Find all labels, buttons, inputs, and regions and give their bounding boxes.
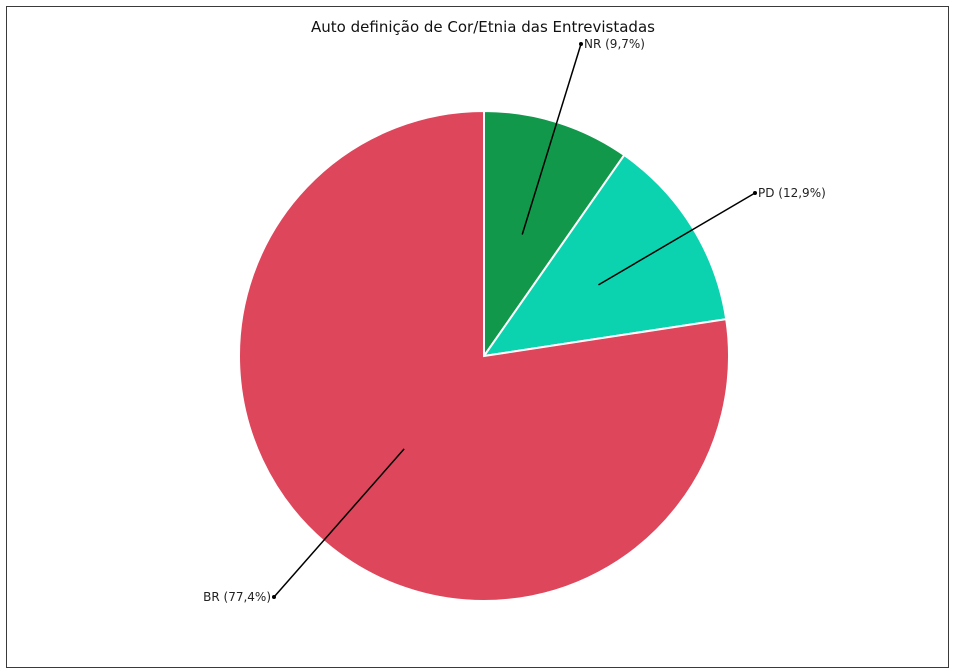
- pie-slices: [238, 109, 730, 602]
- leader-line-br: [273, 448, 405, 598]
- chart-title: Auto definição de Cor/Etnia das Entrevis…: [311, 18, 655, 36]
- leader-line-nr: [521, 43, 582, 235]
- leader-dot-br: [272, 595, 276, 599]
- leader-dot-nr: [579, 42, 583, 46]
- pie-labels: NR (9,7%) PD (12,9%) BR (77,4%): [203, 37, 826, 604]
- pie-slice-pd: [481, 153, 728, 358]
- slice-label-pd: PD (12,9%): [758, 186, 826, 200]
- slice-label-br: BR (77,4%): [203, 590, 271, 604]
- slice-label-nr: NR (9,7%): [584, 37, 645, 51]
- leader-line-pd: [598, 192, 756, 286]
- pie-slice-br: [238, 109, 730, 602]
- leader-dot-pd: [753, 191, 757, 195]
